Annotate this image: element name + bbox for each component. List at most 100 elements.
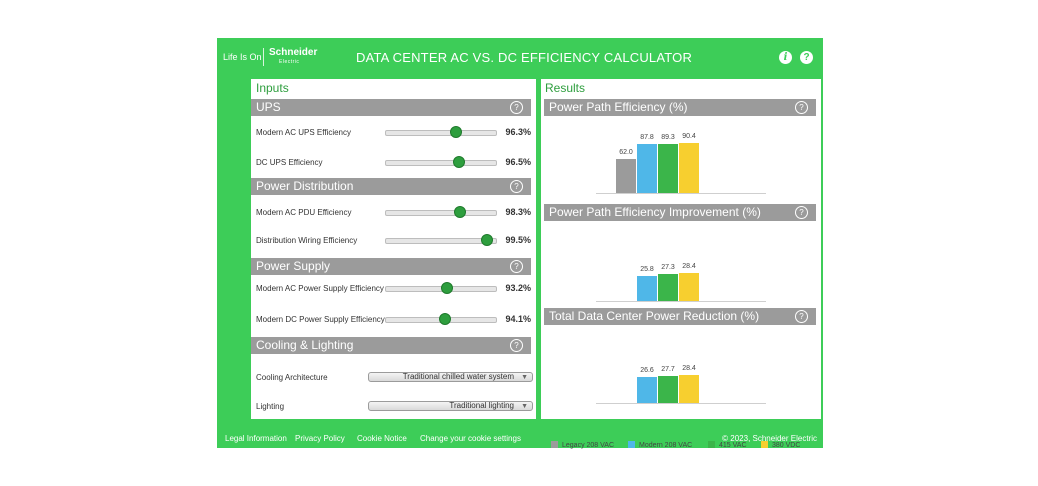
- footer: Legal Information Privacy Policy Cookie …: [217, 426, 823, 448]
- chart-bar: [658, 274, 678, 301]
- brand-tagline: Life Is On: [223, 52, 262, 62]
- efficiency-slider[interactable]: [385, 234, 497, 246]
- chart-bar: [637, 275, 657, 301]
- slider-label: Distribution Wiring Efficiency: [256, 236, 358, 245]
- chart-header-3: Total Data Center Power Reduction (%)?: [544, 308, 816, 325]
- cooling-architecture-select[interactable]: Traditional chilled water system ▼: [368, 372, 533, 382]
- slider-value: 98.3%: [505, 207, 531, 217]
- help-icon[interactable]: ?: [795, 101, 808, 114]
- efficiency-slider[interactable]: [385, 156, 497, 168]
- footer-link-cookie-notice[interactable]: Cookie Notice: [357, 434, 407, 443]
- chart-axis: [596, 403, 766, 404]
- chevron-down-icon: ▼: [521, 374, 528, 381]
- help-icon[interactable]: ?: [510, 339, 523, 352]
- chart-bar: [616, 158, 636, 193]
- section-title: Power Distribution: [256, 179, 354, 193]
- slider-handle[interactable]: [450, 126, 463, 138]
- slider-handle[interactable]: [440, 282, 453, 294]
- legend-swatch: [628, 441, 635, 448]
- bar-value-label: 25.8: [640, 265, 654, 273]
- efficiency-slider[interactable]: [385, 282, 497, 294]
- legend-item: 415 VAC: [708, 441, 747, 449]
- legend-swatch: [551, 441, 558, 448]
- select-value: Traditional lighting: [449, 401, 514, 410]
- lighting-select[interactable]: Traditional lighting ▼: [368, 401, 533, 411]
- chart-header-2: Power Path Efficiency Improvement (%)?: [544, 204, 816, 221]
- legend-label: 415 VAC: [719, 442, 747, 449]
- help-icon[interactable]: ?: [510, 180, 523, 193]
- bar-value-label: 27.3: [661, 264, 675, 272]
- slider-value: 99.5%: [505, 235, 531, 245]
- section-title: Cooling & Lighting: [256, 338, 354, 352]
- help-icon[interactable]: ?: [510, 260, 523, 273]
- slider-label: Modern AC Power Supply Efficiency: [256, 284, 384, 293]
- page-title: DATA CENTER AC VS. DC EFFICIENCY CALCULA…: [356, 50, 693, 65]
- results-title: Results: [545, 81, 586, 95]
- legend-item: 380 VDC: [761, 441, 800, 449]
- section-header-ups: UPS?: [251, 99, 531, 116]
- brand-logo-text[interactable]: Schneider: [269, 47, 318, 58]
- help-icon[interactable]: ?: [795, 206, 808, 219]
- chart-bar: [679, 143, 699, 193]
- bar-value-label: 27.7: [661, 365, 675, 373]
- slider-handle[interactable]: [481, 234, 494, 246]
- calculator-app: Life Is On Schneider Electric DATA CENTE…: [217, 38, 823, 449]
- footer-copyright: © 2023, Schneider Electric: [722, 434, 817, 443]
- slider-value: 96.5%: [505, 157, 531, 167]
- slider-label: DC UPS Efficiency: [256, 158, 323, 167]
- info-icon[interactable]: i: [779, 51, 792, 64]
- select-value: Traditional chilled water system: [402, 372, 514, 381]
- slider-handle[interactable]: [439, 313, 452, 325]
- chart-bar: [679, 273, 699, 301]
- bar-value-label: 28.4: [682, 263, 696, 270]
- chart-title: Power Path Efficiency (%): [549, 100, 688, 114]
- slider-label: Modern AC PDU Efficiency: [256, 208, 352, 217]
- legend-swatch: [708, 441, 715, 448]
- legend-swatch: [761, 441, 768, 448]
- footer-link-legal[interactable]: Legal Information: [225, 434, 287, 443]
- chart-header-1: Power Path Efficiency (%)?: [544, 99, 816, 116]
- app-header: Life Is On Schneider Electric DATA CENTE…: [217, 38, 823, 78]
- inputs-title: Inputs: [256, 81, 289, 95]
- select-label: Lighting: [256, 402, 285, 411]
- help-icon[interactable]: ?: [795, 310, 808, 323]
- bar-value-label: 87.8: [640, 134, 654, 142]
- slider-handle[interactable]: [453, 206, 466, 218]
- section-header-power-supply: Power Supply?: [251, 258, 531, 275]
- slider-value: 96.3%: [505, 127, 531, 137]
- section-title: UPS: [256, 100, 281, 114]
- slider-handle[interactable]: [452, 156, 465, 168]
- chart-bar: [637, 376, 657, 403]
- bar-value-label: 28.4: [682, 365, 696, 372]
- bar-value-label: 89.3: [661, 133, 675, 141]
- chart-axis: [596, 193, 766, 194]
- help-icon[interactable]: ?: [510, 101, 523, 114]
- efficiency-slider[interactable]: [385, 206, 497, 218]
- help-icon[interactable]: ?: [800, 51, 813, 64]
- legend-item: Modern 208 VAC: [628, 441, 692, 449]
- chart-title: Total Data Center Power Reduction (%): [549, 309, 760, 323]
- legend-label: 380 VDC: [772, 442, 801, 449]
- footer-link-cookie-settings[interactable]: Change your cookie settings: [420, 434, 521, 443]
- legend-label: Modern 208 VAC: [639, 442, 693, 449]
- chart-bar: [658, 143, 678, 193]
- chart-title: Power Path Efficiency Improvement (%): [549, 205, 761, 219]
- section-header-power-distribution: Power Distribution?: [251, 178, 531, 195]
- section-title: Power Supply: [256, 259, 331, 273]
- slider-value: 94.1%: [505, 314, 531, 324]
- chevron-down-icon: ▼: [521, 403, 528, 410]
- chart-bar: [658, 375, 678, 403]
- inputs-panel: Inputs UPS? Modern AC UPS Efficiency 96.3%…: [251, 79, 536, 419]
- efficiency-slider[interactable]: [385, 313, 497, 325]
- brand-logo-subtext: Electric: [279, 59, 300, 65]
- slider-label: Modern DC Power Supply Efficiency: [256, 315, 385, 324]
- chart-bar: [679, 375, 699, 403]
- efficiency-slider[interactable]: [385, 126, 497, 138]
- section-header-cooling-lighting: Cooling & Lighting?: [251, 337, 531, 354]
- bar-value-label: 62.0: [619, 148, 633, 156]
- legend-item: Legacy 208 VAC: [551, 441, 614, 449]
- select-label: Cooling Architecture: [256, 373, 328, 382]
- slider-label: Modern AC UPS Efficiency: [256, 128, 352, 137]
- chart-axis: [596, 301, 766, 302]
- footer-link-privacy[interactable]: Privacy Policy: [295, 434, 345, 443]
